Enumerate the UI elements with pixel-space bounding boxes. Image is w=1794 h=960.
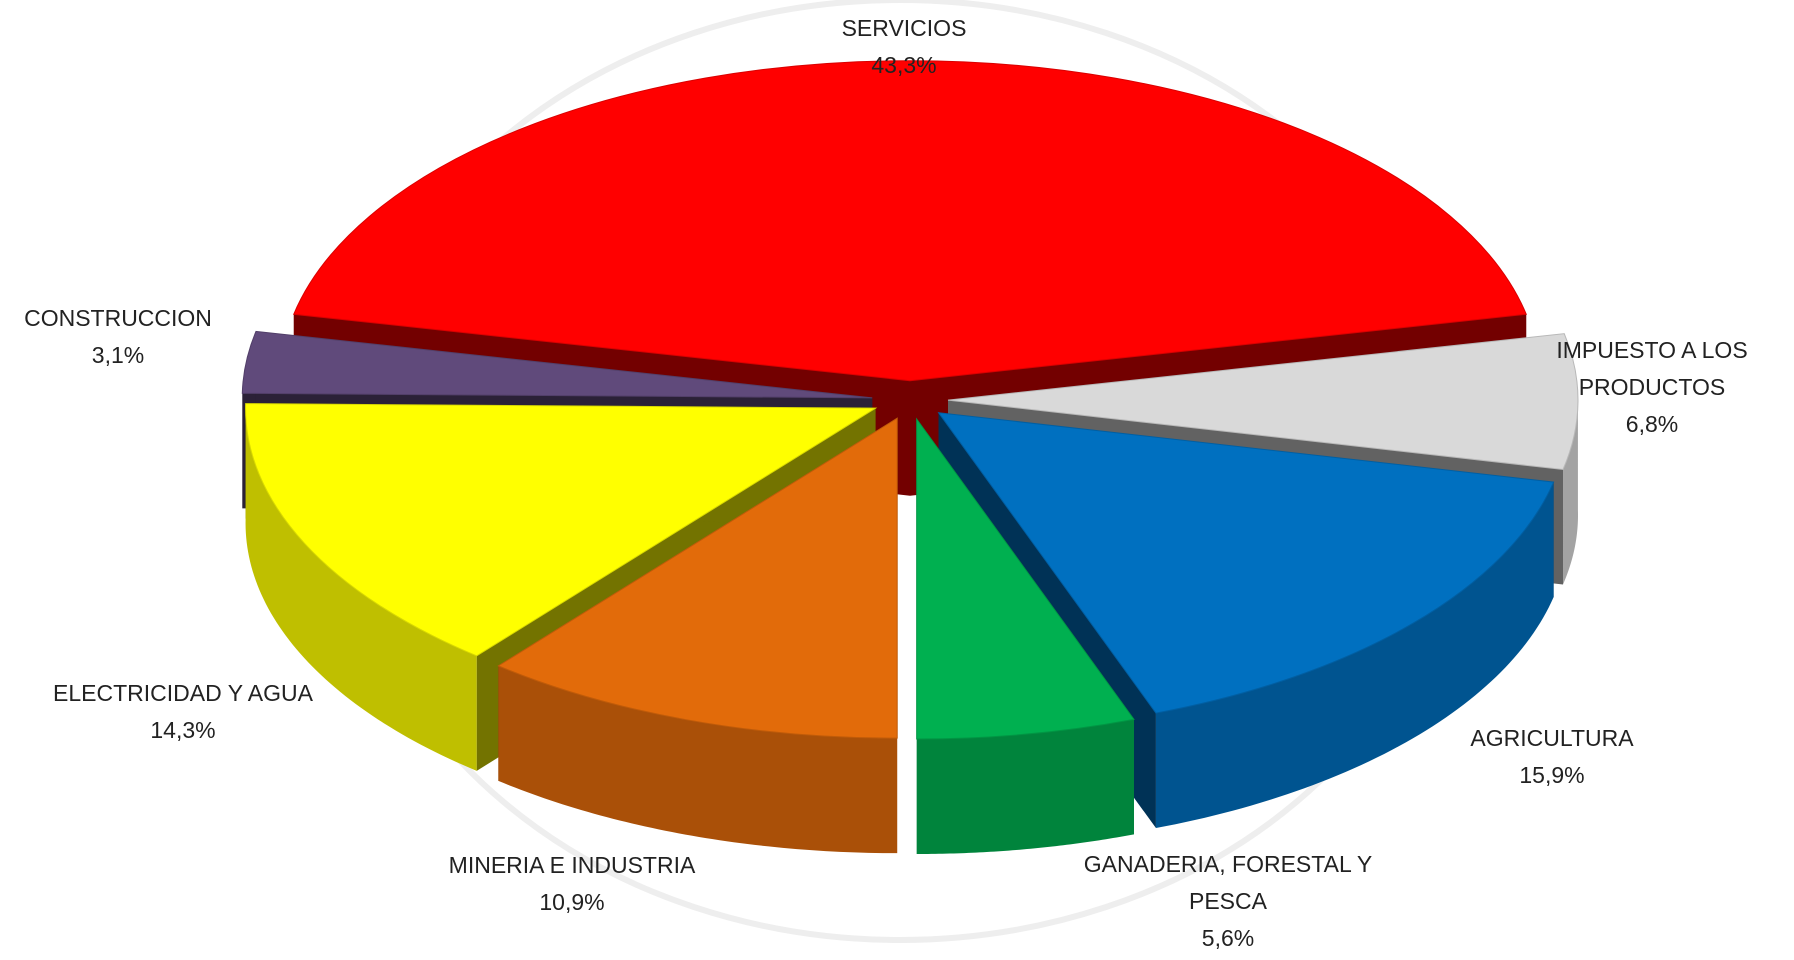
- slice: [916, 417, 1135, 855]
- slice-top: [916, 417, 1135, 740]
- value-label: 5,6%: [1201, 925, 1255, 951]
- value-label: 10,9%: [539, 889, 605, 915]
- slice-wall: [498, 665, 898, 854]
- slice-label: GANADERIA, FORESTAL Y PESCA 5,6%: [1063, 846, 1393, 957]
- slice-top: [245, 403, 878, 657]
- slice-label: AGRICULTURA 15,9%: [1422, 720, 1682, 794]
- value-label: 15,9%: [1519, 762, 1585, 788]
- slice-label: ELECTRICIDAD Y AGUA 14,3%: [13, 675, 353, 749]
- slice-top: [497, 417, 898, 739]
- slice-top: [293, 60, 1527, 382]
- slice-label: CONSTRUCCION 3,1%: [0, 300, 248, 374]
- slice: [497, 417, 898, 854]
- category-name: IMPUESTO A LOS PRODUCTOS: [1556, 337, 1748, 400]
- value-label: 14,3%: [150, 717, 216, 743]
- slice-top: [947, 333, 1579, 471]
- slice-wall: [916, 719, 1134, 855]
- category-name: ELECTRICIDAD Y AGUA: [53, 680, 313, 706]
- slice-wall: [245, 403, 477, 771]
- category-name: GANADERIA, FORESTAL Y PESCA: [1083, 851, 1373, 914]
- slice-top: [937, 412, 1555, 714]
- value-label: 43,3%: [871, 52, 937, 78]
- category-name: SERVICIOS: [841, 15, 967, 41]
- slice-wall: [1155, 482, 1554, 829]
- category-name: MINERIA E INDUSTRIA: [448, 852, 696, 878]
- value-label: 6,8%: [1625, 411, 1679, 437]
- slice-label: IMPUESTO A LOS PRODUCTOS 6,8%: [1527, 332, 1777, 443]
- slice-label: SERVICIOS 43,3%: [754, 10, 1054, 84]
- value-label: 3,1%: [91, 342, 145, 368]
- category-name: CONSTRUCCION: [24, 305, 212, 331]
- slice-label: MINERIA E INDUSTRIA 10,9%: [407, 847, 737, 921]
- category-name: AGRICULTURA: [1470, 725, 1634, 751]
- slice-top: [241, 330, 873, 399]
- slice-wall: [1563, 394, 1578, 585]
